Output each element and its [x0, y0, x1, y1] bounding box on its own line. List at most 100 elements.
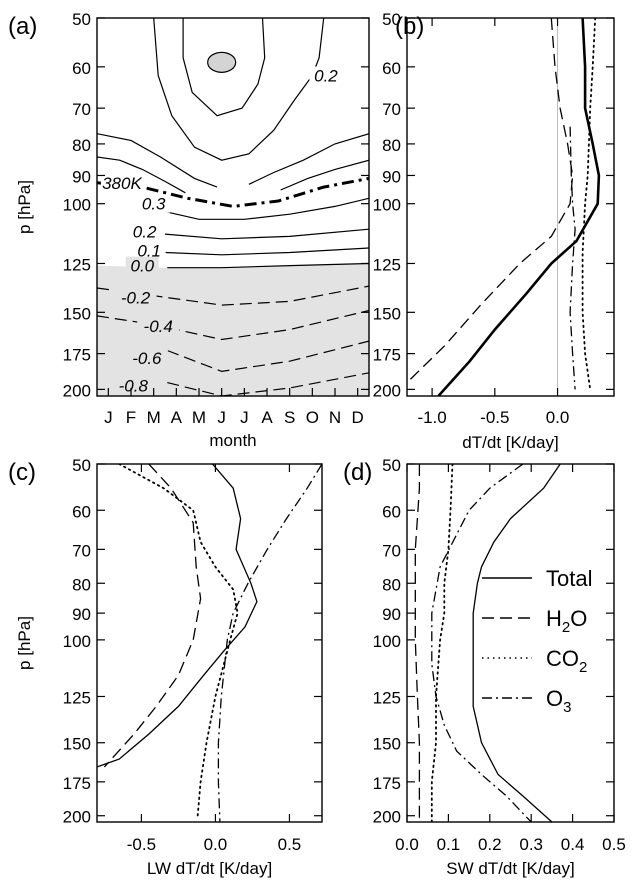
- x-tick-label: S: [284, 408, 295, 427]
- y-tick-label: 125: [373, 688, 401, 707]
- panel-c-plot-area: [97, 464, 322, 822]
- contour-label: -0.8: [119, 376, 149, 395]
- legend-label: CO2: [546, 646, 587, 676]
- x-tick-label: 0.0: [546, 408, 570, 427]
- series-line: [431, 464, 532, 822]
- y-tick-label: 50: [382, 10, 401, 29]
- contour-label: 0.0: [131, 257, 155, 276]
- series-line: [569, 126, 576, 390]
- y-tick-label: 175: [373, 774, 401, 793]
- legend-label-text: H: [546, 606, 562, 631]
- contour-label: -0.4: [144, 317, 173, 336]
- y-tick-label: 60: [382, 59, 401, 78]
- contour-line: [182, 18, 266, 117]
- x-tick-label: 0.5: [602, 835, 626, 854]
- contour-label-bg: [128, 222, 162, 241]
- contour-label: -0.6: [132, 349, 162, 368]
- contour-label: 0.3: [142, 195, 166, 214]
- legend-label: H2O: [546, 606, 587, 636]
- y-tick-label: 100: [63, 196, 91, 215]
- series-line: [407, 18, 574, 384]
- y-tick-label: 70: [72, 541, 91, 560]
- contour-label-bg: [309, 66, 343, 85]
- x-tick-label: M: [192, 408, 206, 427]
- series-line: [414, 464, 421, 822]
- x-tick-label: 0.0: [395, 835, 419, 854]
- contour-line: [248, 133, 369, 185]
- contour-line: [97, 156, 186, 194]
- y-tick-label: 175: [63, 774, 91, 793]
- series-line: [430, 464, 454, 822]
- x-tick-label: A: [171, 408, 183, 427]
- x-tick-label: 0.0: [204, 835, 228, 854]
- x-axis-label: dT/dt [K/day]: [462, 433, 558, 452]
- y-tick-label: 70: [72, 100, 91, 119]
- panel-c: [96, 463, 323, 823]
- contour-line: [97, 133, 218, 188]
- y-tick-label: 50: [382, 456, 401, 475]
- x-tick-label: -0.5: [480, 408, 509, 427]
- contour-label-bg: [137, 317, 180, 336]
- panel-a-frame: [96, 17, 370, 397]
- y-tick-label: 70: [382, 100, 401, 119]
- legend-label-sub: 3: [563, 699, 571, 716]
- series-line: [437, 18, 601, 396]
- y-tick-label: 50: [72, 456, 91, 475]
- contour-line: [167, 372, 369, 396]
- panel-d-plot-area: [414, 464, 561, 822]
- legend-label-sub: 2: [562, 619, 570, 636]
- contour-label: 380K: [102, 174, 142, 193]
- y-tick-label: 200: [63, 381, 91, 400]
- panel-b-plot-area: [407, 18, 601, 396]
- contour-line: [153, 18, 325, 161]
- x-axis-label: SW dT/dt [K/day]: [446, 859, 575, 878]
- contour-label-bg: [132, 241, 166, 260]
- panel-b: [406, 17, 615, 397]
- x-tick-label: 0.3: [519, 835, 543, 854]
- y-axis-label: p [hPa]: [15, 180, 34, 234]
- x-axis-label: month: [209, 431, 256, 450]
- y-axis-label: p [hPa]: [15, 616, 34, 670]
- contour-line: [164, 247, 369, 256]
- y-tick-label: 90: [382, 605, 401, 624]
- y-tick-label: 200: [373, 381, 401, 400]
- y-tick-label: 60: [382, 502, 401, 521]
- x-tick-label: F: [126, 408, 136, 427]
- y-tick-label: 60: [72, 502, 91, 521]
- legend-label-text: O: [546, 686, 563, 711]
- y-tick-label: 70: [382, 541, 401, 560]
- contour-label-bg: [114, 288, 157, 307]
- series-line: [472, 464, 561, 822]
- x-tick-label: 0.4: [561, 835, 585, 854]
- contour-label-bg: [137, 194, 171, 213]
- x-tick-label: 0.5: [278, 835, 302, 854]
- y-tick-label: 150: [373, 304, 401, 323]
- y-tick-label: 80: [382, 575, 401, 594]
- x-tick-label: A: [261, 408, 273, 427]
- x-tick-label: 0.1: [437, 835, 461, 854]
- x-tick-label: M: [147, 408, 161, 427]
- y-tick-label: 200: [63, 808, 91, 827]
- x-axis-label: LW dT/dt [K/day]: [147, 859, 272, 878]
- series-line: [97, 464, 258, 768]
- contour-line: [167, 340, 369, 373]
- panel-label: (a): [8, 13, 37, 40]
- y-tick-label: 80: [72, 575, 91, 594]
- y-tick-label: 100: [63, 632, 91, 651]
- y-tick-label: 175: [373, 346, 401, 365]
- y-tick-label: 150: [63, 304, 91, 323]
- contour-label: 0.2: [133, 223, 157, 242]
- panel-b-frame: [406, 17, 615, 397]
- series-line: [581, 18, 597, 391]
- contour-line: [167, 262, 369, 269]
- x-tick-label: J: [240, 408, 249, 427]
- x-tick-label: N: [329, 408, 341, 427]
- y-tick-label: 90: [72, 167, 91, 186]
- y-tick-label: 60: [72, 59, 91, 78]
- y-tick-label: 80: [382, 136, 401, 155]
